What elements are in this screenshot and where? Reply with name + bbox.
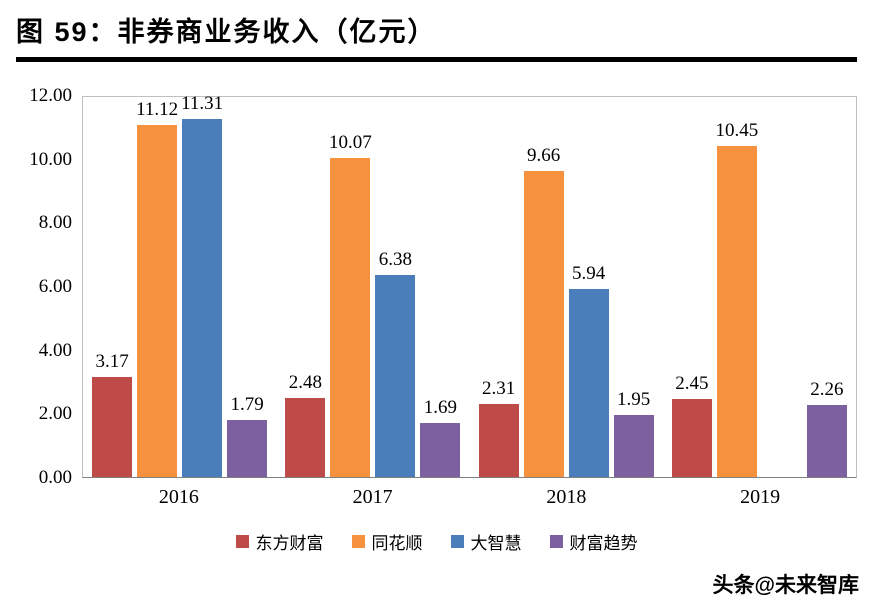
y-tick-label: 2.00 (38, 403, 72, 425)
bar: 2.26 (806, 379, 847, 477)
legend-swatch (450, 535, 464, 548)
bar-value-label: 6.38 (378, 248, 412, 270)
bar-value-label: 2.48 (288, 372, 322, 394)
bar-value-label: 1.95 (617, 389, 651, 411)
title-underline (16, 57, 857, 62)
bar: 10.07 (329, 132, 372, 477)
bar-value-label: 3.17 (95, 350, 129, 372)
bar: 2.31 (478, 378, 519, 477)
bar: 6.38 (375, 249, 416, 477)
chart-header: 图 59：非券商业务收入（亿元） (0, 0, 873, 49)
bar-value-label: 1.79 (230, 394, 264, 416)
bar: 10.45 (716, 120, 758, 477)
legend-label: 东方财富 (255, 534, 324, 553)
legend-swatch (549, 535, 563, 548)
bar: 1.95 (613, 389, 654, 477)
bar-group-2018: 2.31 9.66 5.94 1.95 (470, 97, 663, 477)
bar: 3.17 (92, 351, 133, 477)
bar: 2.48 (285, 372, 326, 477)
watermark-text: 头条@未来智库 (712, 574, 859, 597)
bar-value-label: 11.31 (181, 92, 224, 114)
y-axis: 12.00 10.00 8.00 6.00 4.00 2.00 0.00 (10, 85, 82, 488)
bar-value-label: 1.69 (423, 397, 457, 419)
bar: 11.31 (181, 93, 223, 477)
legend-item: 财富趋势 (549, 529, 638, 554)
x-tick-label: 2017 (352, 486, 393, 508)
y-tick-label: 0.00 (38, 467, 72, 488)
bar-value-label: 11.12 (136, 98, 179, 120)
bar-value-label: 2.26 (810, 379, 844, 401)
bar: 1.69 (420, 397, 461, 477)
chart-title: 图 59：非券商业务收入（亿元） (16, 17, 437, 47)
x-axis-labels: 2016 2017 2018 2019 (82, 486, 857, 509)
chart-container: 12.00 10.00 8.00 6.00 4.00 2.00 0.00 3.17 11.12… (10, 85, 857, 488)
bar-value-label: 10.07 (329, 132, 372, 154)
y-tick-label: 6.00 (38, 276, 72, 297)
y-tick-label: 12.00 (29, 85, 72, 106)
x-tick-label: 2018 (546, 486, 587, 508)
legend-item: 同花顺 (351, 529, 423, 554)
bar: 9.66 (523, 145, 564, 477)
bar-value-label: 5.94 (572, 262, 606, 284)
legend-item: 大智慧 (450, 529, 522, 554)
bar-value-label: 10.45 (715, 120, 759, 142)
bar: 5.94 (568, 263, 609, 477)
legend-swatch (351, 535, 365, 548)
y-tick-label: 8.00 (38, 212, 72, 234)
legend-swatch (235, 535, 249, 548)
bar: 2.45 (671, 373, 712, 477)
x-tick-label: 2016 (158, 486, 199, 508)
bar-value-label: 2.31 (482, 377, 516, 399)
bar-group-2017: 2.48 10.07 6.38 1.69 (276, 97, 469, 477)
plot-area: 3.17 11.12 11.31 1.79 2.48 10.07 6.38 1.69 2.31 9… (82, 93, 857, 478)
bar-value-label: 2.45 (675, 373, 709, 395)
bar-value-label: 9.66 (527, 145, 561, 167)
bar: 11.12 (136, 99, 178, 477)
bar-group-2019: 2.45 10.45 2.26 (663, 97, 856, 477)
y-tick-label: 10.00 (29, 148, 72, 170)
y-tick-label: 4.00 (38, 339, 72, 361)
legend-label: 财富趋势 (569, 534, 638, 553)
legend-label: 同花顺 (371, 534, 423, 553)
x-tick-label: 2019 (740, 486, 781, 508)
legend: 东方财富 同花顺 大智慧 财富趋势 (0, 529, 873, 554)
legend-label: 大智慧 (470, 534, 522, 553)
bar-group-2016: 3.17 11.12 11.31 1.79 (83, 93, 276, 477)
bar: 1.79 (227, 394, 268, 477)
legend-item: 东方财富 (235, 529, 324, 554)
